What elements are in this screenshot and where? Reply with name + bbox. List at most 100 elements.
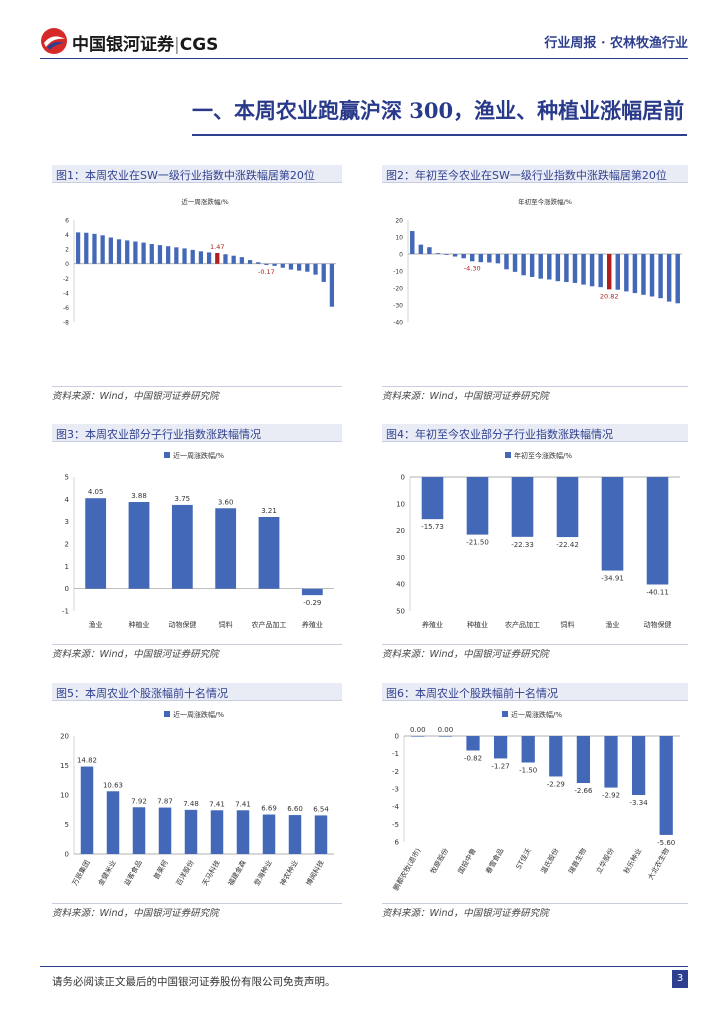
- fig5-ytick-label: 20: [60, 733, 69, 741]
- fig3-legend-label: 近一周涨跌幅/%: [173, 451, 224, 460]
- fig2-bar: [641, 254, 646, 295]
- fig2-bar: [589, 254, 595, 287]
- fig2-ytick-label: -20: [393, 286, 403, 293]
- brand-name: 中国银河证券|CGS: [72, 30, 218, 55]
- fig5-title: 图5：本周农业个股涨幅前十名情况: [56, 687, 228, 700]
- fig3-ytick-label: 2: [65, 541, 69, 549]
- fig5-category-label: 神农种业: [278, 859, 300, 888]
- fig4-ytick-label: 50: [396, 608, 405, 616]
- fig1-bar: [108, 237, 113, 264]
- fig1-chart: 近一周涨跌幅/% 6 4 2 0 -2 -4 -6 -8 1.47 -0.17: [63, 197, 336, 327]
- fig2-source-divider: [382, 386, 688, 387]
- fig6-bar: [493, 736, 508, 759]
- fig2-bar: [427, 247, 432, 254]
- fig6-bar: [466, 736, 480, 751]
- fig2-title-bar: [382, 165, 688, 183]
- fig2-bar: [538, 254, 543, 279]
- fig3-category-label: 渔业: [89, 620, 103, 629]
- fig3-bar: [171, 504, 193, 589]
- fig6-bar: [659, 736, 673, 835]
- fig3-ytick-label: 4: [65, 496, 70, 504]
- fig2-data-label: -4.30: [464, 264, 481, 272]
- fig6-category-label: 瑞普生物: [566, 847, 588, 876]
- fig3-category-label: 养殖业: [302, 620, 323, 629]
- fig4-data-label: -34.91: [601, 575, 624, 583]
- brand-en: CGS: [179, 35, 219, 55]
- fig6-bar: [604, 736, 618, 788]
- fig5-data-label: 7.92: [131, 797, 147, 805]
- fig2-bar: [555, 254, 561, 282]
- fig2-bar: [632, 254, 638, 294]
- fig6-category-label: 春雪食品: [484, 847, 506, 876]
- fig4-category-label: 渔业: [606, 620, 620, 629]
- fig6-category-label: 温氏股份: [539, 847, 561, 876]
- fig3-ytick-label: 5: [65, 474, 69, 482]
- fig1-source-divider: [52, 386, 342, 387]
- fig2-data-label: 20.82: [600, 292, 619, 300]
- fig5-bar: [314, 815, 328, 854]
- fig1-bar: [321, 263, 326, 282]
- fig2-bar: [658, 254, 663, 299]
- fig1-bar: [92, 233, 97, 264]
- fig3-ytick-label: 0: [65, 585, 69, 593]
- fig4-data-label: -22.42: [556, 541, 579, 549]
- fig4-legend-swatch: [505, 452, 511, 458]
- fig4-category-label: 养殖业: [422, 620, 443, 629]
- fig2-chart: 年初至今涨跌幅/% 20 10 0 -10 -20 -30 -40 -4.30 20.82: [393, 197, 682, 327]
- fig1-title: 图1：本周农业在SW一级行业指数中涨跌幅居第20位: [56, 169, 315, 182]
- fig5-category-label: 博闻科技: [304, 859, 326, 888]
- fig6-ytick-label: -5: [392, 821, 399, 829]
- fig3-ytick-label: 3: [65, 518, 69, 526]
- fig1-bar: [100, 235, 105, 264]
- section-underline: [192, 134, 687, 136]
- fig1-bar: [256, 262, 261, 264]
- fig2-bar: [504, 254, 509, 270]
- fig1-data-label: -0.17: [258, 268, 275, 276]
- fig2-bar: [598, 254, 603, 288]
- fig3-source: 资料来源：Wind，中国银河证券研究院: [52, 649, 219, 660]
- fig1-bar: [75, 232, 81, 264]
- fig3-data-label: 4.05: [88, 488, 104, 496]
- fig2-chart-title: 年初至今涨跌幅/%: [518, 197, 572, 206]
- fig5-category-label: 百洋股份: [174, 859, 196, 888]
- fig3-data-label: -0.29: [303, 599, 321, 607]
- fig3-title: 图3：本周农业部分子行业指数涨跌幅情况: [56, 428, 261, 441]
- fig5-bar: [210, 810, 224, 854]
- fig4-data-label: -22.33: [511, 541, 534, 549]
- fig2-bar: [529, 254, 535, 277]
- fig6-category-label: 国投中鲁: [456, 847, 478, 876]
- fig2-ytick-label: 10: [395, 235, 403, 242]
- fig6-bar: [438, 736, 453, 737]
- fig2-bar: [624, 254, 629, 292]
- fig5-data-label: 7.87: [157, 798, 173, 806]
- fig4-title-bar: [382, 424, 688, 442]
- fig5-bar: [236, 810, 250, 854]
- fig6-data-label: -1.27: [492, 762, 510, 770]
- fig5-legend-label: 近一周涨跌幅/%: [173, 710, 224, 719]
- fig6-bar: [631, 736, 646, 796]
- fig4-data-label: -40.11: [646, 588, 669, 596]
- fig6-bar: [521, 736, 535, 763]
- fig6-ytick-label: 6: [395, 839, 400, 847]
- fig4-source-divider: [382, 644, 688, 645]
- fig2-bar: [410, 231, 415, 254]
- fig2-bar: [452, 254, 458, 257]
- fig6-data-label: -2.29: [547, 780, 565, 788]
- fig1-bar: [297, 263, 302, 271]
- fig1-source: 资料来源：Wind，中国银河证券研究院: [52, 391, 219, 402]
- fig3-bar: [128, 502, 150, 589]
- fig1-title-bar: [52, 165, 342, 183]
- brand-cn: 中国银河证券: [72, 35, 174, 55]
- fig4-bar: [511, 477, 534, 537]
- fig5-bar: [262, 814, 276, 854]
- fig3-data-label: 3.75: [175, 495, 191, 503]
- fig1-bar: [215, 253, 220, 264]
- fig1-bar: [305, 263, 310, 272]
- fig5-data-label: 7.41: [235, 800, 251, 808]
- fig2-bar: [469, 254, 475, 262]
- fig3-legend-swatch: [164, 452, 170, 458]
- fig2-bar: [487, 254, 492, 263]
- fig5-data-label: 10.63: [103, 781, 123, 789]
- fig4-data-label: -21.50: [466, 539, 489, 547]
- fig6-data-label: -2.66: [574, 787, 593, 795]
